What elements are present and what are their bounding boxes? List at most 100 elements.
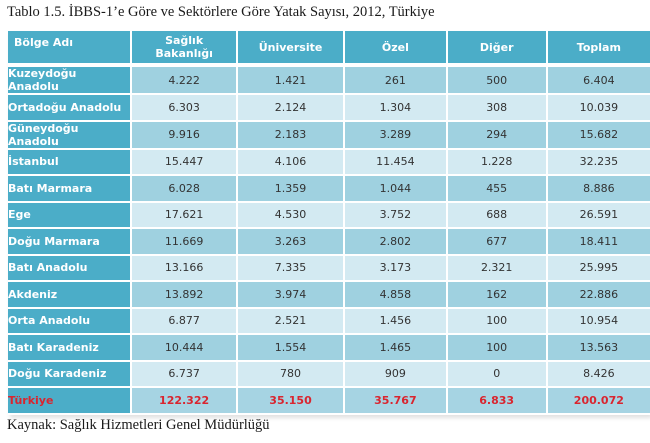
cell-ministry: 6.303 <box>132 95 238 122</box>
cell-total: 26.591 <box>547 202 650 229</box>
cell-ministry: 9.916 <box>132 121 238 150</box>
cell-total: 25.995 <box>547 255 650 282</box>
table-row: Doğu Karadeniz 6.737 780 909 0 8.426 <box>8 361 650 388</box>
header-region: Bölge Adı <box>8 31 133 67</box>
cell-private: 2.802 <box>345 229 448 256</box>
cell-university: 2.183 <box>237 121 346 150</box>
source-note: Kaynak: Sağlık Hizmetleri Genel Müdürlüğ… <box>7 417 270 433</box>
region-name: Batı Anadolu <box>8 255 133 282</box>
header-private: Özel <box>345 31 448 67</box>
cell-total: 13.563 <box>547 335 650 362</box>
table-caption: Tablo 1.5. İBBS-1’e Göre ve Sektörlere G… <box>7 4 435 20</box>
cell-total: 6.404 <box>547 67 650 95</box>
total-row: Türkiye 122.322 35.150 35.767 6.833 200.… <box>8 388 650 415</box>
cell-ministry: 6.877 <box>132 308 238 335</box>
region-name: Ege <box>8 202 133 229</box>
cell-total: 10.954 <box>547 308 650 335</box>
total-ministry: 122.322 <box>132 388 238 415</box>
cell-ministry: 6.028 <box>132 176 238 203</box>
region-name: Doğu Karadeniz <box>8 361 133 388</box>
total-total: 200.072 <box>547 388 650 415</box>
cell-private: 1.304 <box>345 95 448 122</box>
region-name: Kuzeydoğu Anadolu <box>8 67 133 95</box>
region-name: Ortadoğu Anadolu <box>8 95 133 122</box>
cell-university: 2.521 <box>237 308 346 335</box>
cell-private: 3.173 <box>345 255 448 282</box>
cell-ministry: 4.222 <box>132 67 238 95</box>
cell-other: 500 <box>447 67 548 95</box>
cell-private: 909 <box>345 361 448 388</box>
cell-other: 0 <box>447 361 548 388</box>
cell-private: 3.289 <box>345 121 448 150</box>
cell-ministry: 17.621 <box>132 202 238 229</box>
header-total: Toplam <box>547 31 650 67</box>
cell-other: 677 <box>447 229 548 256</box>
table-row: Ortadoğu Anadolu 6.303 2.124 1.304 308 1… <box>8 95 650 122</box>
cell-private: 4.858 <box>345 282 448 309</box>
region-name: Güneydoğu Anadolu <box>8 121 133 150</box>
cell-university: 780 <box>237 361 346 388</box>
cell-university: 4.530 <box>237 202 346 229</box>
cell-ministry: 11.669 <box>132 229 238 256</box>
table-row: Batı Marmara 6.028 1.359 1.044 455 8.886 <box>8 176 650 203</box>
cell-university: 1.359 <box>237 176 346 203</box>
table-header-row: Bölge Adı Sağlık Bakanlığı Üniversite Öz… <box>8 31 650 67</box>
cell-other: 688 <box>447 202 548 229</box>
table-row: Orta Anadolu 6.877 2.521 1.456 100 10.95… <box>8 308 650 335</box>
cell-total: 10.039 <box>547 95 650 122</box>
cell-total: 8.886 <box>547 176 650 203</box>
table-row: Doğu Marmara 11.669 3.263 2.802 677 18.4… <box>8 229 650 256</box>
cell-other: 100 <box>447 308 548 335</box>
cell-private: 1.456 <box>345 308 448 335</box>
header-university: Üniversite <box>237 31 346 67</box>
cell-total: 18.411 <box>547 229 650 256</box>
total-private: 35.767 <box>345 388 448 415</box>
region-name: İstanbul <box>8 149 133 176</box>
cell-ministry: 13.892 <box>132 282 238 309</box>
bed-count-table: Bölge Adı Sağlık Bakanlığı Üniversite Öz… <box>8 31 650 415</box>
cell-university: 4.106 <box>237 149 346 176</box>
cell-university: 7.335 <box>237 255 346 282</box>
cell-total: 32.235 <box>547 149 650 176</box>
cell-total: 8.426 <box>547 361 650 388</box>
cell-university: 1.554 <box>237 335 346 362</box>
cell-total: 22.886 <box>547 282 650 309</box>
table-row: Ege 17.621 4.530 3.752 688 26.591 <box>8 202 650 229</box>
table-row: Batı Karadeniz 10.444 1.554 1.465 100 13… <box>8 335 650 362</box>
cell-other: 455 <box>447 176 548 203</box>
cell-total: 15.682 <box>547 121 650 150</box>
cell-private: 1.044 <box>345 176 448 203</box>
cell-ministry: 10.444 <box>132 335 238 362</box>
cell-private: 261 <box>345 67 448 95</box>
cell-other: 1.228 <box>447 149 548 176</box>
table-row: Güneydoğu Anadolu 9.916 2.183 3.289 294 … <box>8 121 650 150</box>
cell-private: 11.454 <box>345 149 448 176</box>
region-name: Akdeniz <box>8 282 133 309</box>
header-ministry-label: Sağlık Bakanlığı <box>155 34 213 60</box>
cell-ministry: 13.166 <box>132 255 238 282</box>
cell-university: 3.974 <box>237 282 346 309</box>
table-row: Akdeniz 13.892 3.974 4.858 162 22.886 <box>8 282 650 309</box>
cell-other: 162 <box>447 282 548 309</box>
header-ministry-of-health: Sağlık Bakanlığı <box>132 31 238 67</box>
cell-other: 2.321 <box>447 255 548 282</box>
cell-other: 100 <box>447 335 548 362</box>
table-row: Kuzeydoğu Anadolu 4.222 1.421 261 500 6.… <box>8 67 650 95</box>
cell-private: 1.465 <box>345 335 448 362</box>
table-row: Batı Anadolu 13.166 7.335 3.173 2.321 25… <box>8 255 650 282</box>
table-row: İstanbul 15.447 4.106 11.454 1.228 32.23… <box>8 149 650 176</box>
cell-university: 3.263 <box>237 229 346 256</box>
cell-university: 1.421 <box>237 67 346 95</box>
region-name: Batı Karadeniz <box>8 335 133 362</box>
cell-ministry: 6.737 <box>132 361 238 388</box>
region-name: Orta Anadolu <box>8 308 133 335</box>
total-other: 6.833 <box>447 388 548 415</box>
region-name: Batı Marmara <box>8 176 133 203</box>
cell-private: 3.752 <box>345 202 448 229</box>
cell-other: 294 <box>447 121 548 150</box>
region-name: Doğu Marmara <box>8 229 133 256</box>
total-label: Türkiye <box>8 388 133 415</box>
total-university: 35.150 <box>237 388 346 415</box>
header-other: Diğer <box>447 31 548 67</box>
cell-other: 308 <box>447 95 548 122</box>
